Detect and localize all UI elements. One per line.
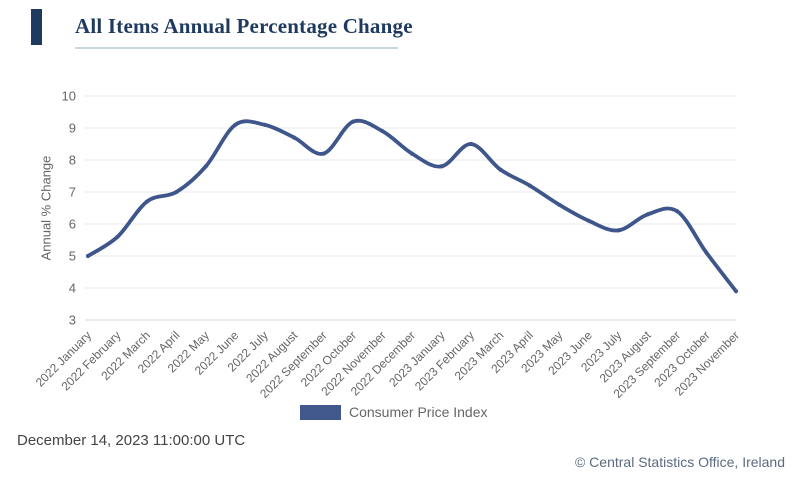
data-point-marker — [557, 202, 562, 207]
data-point-marker — [586, 218, 591, 223]
y-tick-label: 8 — [69, 153, 76, 168]
data-point-marker — [144, 199, 149, 204]
y-tick-label: 4 — [69, 281, 76, 296]
data-point-marker — [733, 289, 739, 294]
data-point-marker — [351, 119, 356, 124]
data-point-marker — [203, 164, 208, 169]
data-point-marker — [380, 129, 385, 134]
y-tick-label: 6 — [69, 217, 76, 232]
legend-item-consumer-price-index[interactable]: Consumer Price Index — [300, 404, 488, 420]
data-point-marker — [292, 135, 297, 140]
chart-title: All Items Annual Percentage Change — [75, 14, 413, 38]
title-accent-bar — [31, 9, 42, 45]
data-point-marker — [616, 228, 621, 233]
y-tick-label: 10 — [62, 89, 76, 104]
data-point-marker — [468, 141, 473, 147]
copyright: © Central Statistics Office, Ireland — [574, 454, 785, 470]
title-underline — [75, 47, 398, 49]
cpi-line — [86, 118, 738, 294]
y-tick-label: 3 — [69, 313, 76, 328]
data-point-marker — [439, 164, 444, 169]
data-point-marker — [233, 122, 238, 127]
timestamp: December 14, 2023 11:00:00 UTC — [17, 432, 246, 449]
y-tick-label: 5 — [69, 249, 76, 264]
data-point-marker — [704, 250, 709, 255]
data-point-marker — [645, 212, 650, 217]
data-point-marker — [527, 183, 532, 188]
data-point-marker — [262, 122, 267, 127]
data-point-marker — [85, 253, 91, 259]
legend-swatch — [300, 404, 341, 420]
data-point-marker — [675, 209, 680, 214]
data-point-marker — [174, 189, 179, 195]
y-tick-label: 9 — [69, 121, 76, 136]
data-point-marker — [321, 151, 326, 156]
data-point-marker — [498, 167, 503, 172]
data-point-marker — [409, 151, 415, 156]
data-point-marker — [115, 234, 120, 239]
legend-label: Consumer Price Index — [349, 404, 488, 420]
y-tick-label: 7 — [69, 185, 76, 200]
